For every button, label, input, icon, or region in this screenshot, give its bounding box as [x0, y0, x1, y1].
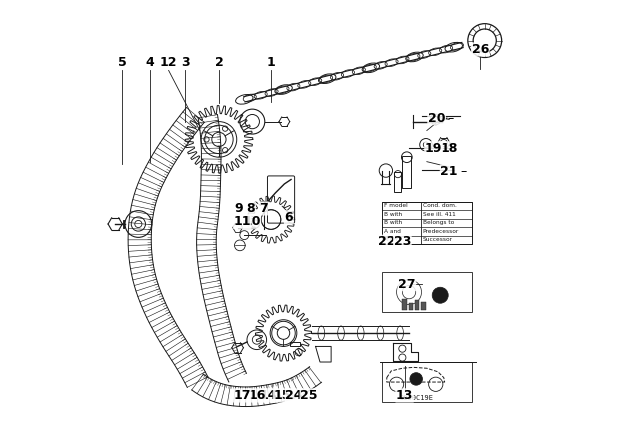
Text: 12: 12 — [160, 56, 177, 69]
Text: –: – — [460, 165, 467, 178]
Text: Predecessor: Predecessor — [423, 229, 459, 234]
Text: 26: 26 — [472, 43, 489, 56]
Text: B with: B with — [384, 220, 402, 225]
Text: 2: 2 — [214, 56, 223, 69]
Circle shape — [432, 287, 448, 303]
Circle shape — [410, 373, 422, 385]
Text: Belongs to: Belongs to — [423, 220, 454, 225]
Text: –: – — [448, 112, 454, 125]
Bar — [408, 303, 413, 310]
Bar — [290, 342, 300, 346]
Text: 27: 27 — [398, 278, 415, 291]
Bar — [382, 272, 472, 312]
Text: 20: 20 — [428, 112, 445, 125]
Bar — [403, 156, 412, 188]
Text: 19: 19 — [425, 142, 442, 155]
Text: 9: 9 — [235, 202, 243, 215]
Bar — [415, 300, 419, 310]
Text: 5: 5 — [118, 56, 126, 69]
Text: 13: 13 — [396, 389, 413, 402]
Text: 4: 4 — [145, 56, 154, 69]
Text: A and: A and — [384, 229, 401, 234]
Bar — [382, 362, 472, 402]
Text: 3: 3 — [180, 56, 189, 69]
Text: 15: 15 — [273, 389, 291, 402]
Text: See ill. 411: See ill. 411 — [423, 212, 456, 217]
Bar — [403, 299, 407, 310]
Text: 6: 6 — [285, 211, 293, 224]
Text: 22: 22 — [378, 235, 396, 248]
Text: 25: 25 — [300, 389, 317, 402]
Text: 24: 24 — [285, 389, 303, 402]
Text: 17: 17 — [234, 389, 251, 402]
Bar — [382, 202, 472, 244]
Text: 14: 14 — [260, 389, 278, 402]
Text: F model: F model — [384, 203, 408, 208]
Text: Cond. dom.: Cond. dom. — [423, 203, 457, 208]
Text: 7: 7 — [259, 202, 268, 215]
Text: 3000C19E: 3000C19E — [399, 395, 433, 401]
Bar — [421, 302, 426, 310]
Text: B with: B with — [384, 212, 402, 217]
Text: 21: 21 — [440, 165, 458, 178]
Text: 10: 10 — [243, 215, 260, 228]
Text: 18: 18 — [440, 142, 458, 155]
Text: Successor: Successor — [423, 237, 452, 242]
Text: 16: 16 — [248, 389, 266, 402]
Text: 23: 23 — [394, 235, 411, 248]
Bar — [394, 172, 401, 192]
Text: 8: 8 — [246, 202, 255, 215]
Text: 1: 1 — [267, 56, 275, 69]
Text: 11: 11 — [234, 215, 251, 228]
Text: A for: A for — [384, 237, 398, 242]
